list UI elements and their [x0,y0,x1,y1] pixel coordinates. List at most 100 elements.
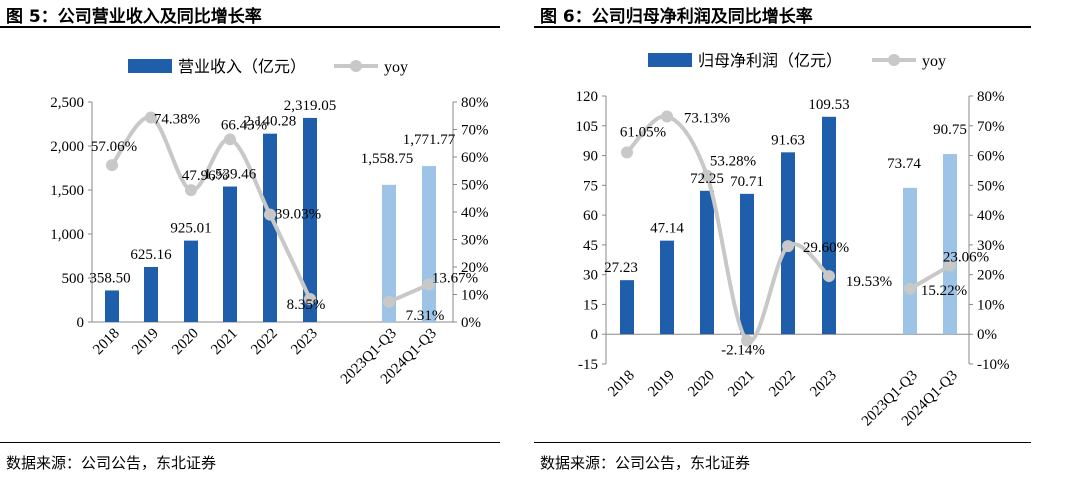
bar-value-label: 925.01 [170,221,211,237]
yoy-value-label: 73.13% [684,110,730,126]
figure-title: 图 5：公司营业收入及同比增长率 [6,7,262,27]
y-right-tick-label: 20% [977,268,1005,284]
source-rule [0,442,500,443]
y-left-tick-label: 105 [576,119,599,135]
y-left-tick-label: 90 [583,149,598,165]
y-left-tick-label: 30 [583,268,598,284]
y-right-tick-label: 60% [461,150,489,166]
yoy-point [701,169,713,182]
bar-value-label: 1,771.77 [403,132,456,148]
yoy-value-label: 7.31% [406,308,445,324]
yoy-point [304,293,316,306]
bar [144,266,158,322]
y-right-tick-label: 50% [977,178,1005,194]
yoy-point [944,259,956,272]
yoy-point [423,278,435,291]
y-right-tick-label: 50% [461,178,489,194]
yoy-value-label: 19.53% [846,274,892,290]
source-note: 数据来源：公司公告，东北证券 [6,454,217,472]
yoy-value-label: 15.22% [921,283,967,299]
yoy-value-label: 23.06% [943,250,989,266]
x-tick-label: 2021 [208,326,241,359]
y-right-tick-label: 30% [977,238,1005,254]
yoy-point [185,184,197,197]
yoy-point [823,270,835,283]
bar-value-label: 47.14 [650,221,684,237]
yoy-point [741,334,753,347]
yoy-value-label: 74.38% [154,111,200,127]
y-right-tick-label: 80% [977,89,1005,105]
chart-panel-net-profit: 图 6：公司归母净利润及同比增长率 -15 0 15 30 45 60 75 90 105 120… [534,0,1080,478]
title-rule [0,26,500,28]
y-right-tick-label: 10% [977,297,1005,313]
figure-title: 图 6：公司归母净利润及同比增长率 [540,7,813,27]
legend-line-marker [888,54,900,66]
y-left-tick-label: 500 [62,271,85,287]
y-right-tick-label: -10% [977,357,1010,373]
y-left-tick-label: 15 [583,297,598,313]
bar-value-label: 1,539.46 [204,167,257,183]
bar-value-label: 73.74 [887,156,921,172]
y-left-tick-label: 75 [583,178,598,194]
bar [903,187,917,335]
y-right-tick-label: 40% [977,208,1005,224]
y-right-tick-label: 0% [977,327,997,343]
bar-value-label: 1,558.75 [361,151,414,167]
y-left-tick-label: 2,500 [50,95,84,111]
yoy-point [782,240,794,253]
bar [822,116,836,335]
x-tick-label: 2020 [685,368,718,401]
legend-bar-label: 归母净利润（亿元） [698,52,842,70]
bar-value-label: 90.75 [933,122,967,138]
bar [303,117,317,322]
net-profit-chart: -15 0 15 30 45 60 75 90 105 120 -10% 0% 10% 20% 30% 40%… [576,52,1010,430]
legend-bar-label: 营业收入（亿元） [178,58,306,76]
y-left-tick-label: 0 [77,315,85,331]
yoy-value-label: 8.35% [287,297,326,313]
bar-value-label: 2,319.05 [284,98,337,114]
y-right-tick-label: 20% [461,260,489,276]
bar [223,186,237,322]
bar [943,154,957,335]
y-left-tick-label: 2,000 [50,139,84,155]
yoy-value-label: -2.14% [721,343,765,359]
y-left-tick-label: 0 [591,327,599,343]
bar [740,193,754,335]
bar-value-label: 27.23 [604,260,638,276]
legend-line-marker [350,60,362,72]
y-left-tick-label: 1,500 [50,183,84,199]
yoy-point [904,282,916,295]
yoy-point [106,159,118,172]
title-rule [534,26,1031,28]
chart-panel-revenue: 图 5：公司营业收入及同比增长率 0 500 1,000 1,500 2,000 2,50… [0,0,500,478]
yoy-value-label: 47.96% [182,168,228,184]
y-left-tick-label: 1,000 [50,227,84,243]
y-right-tick-label: 10% [461,288,489,304]
y-right-tick-label: 80% [461,95,489,111]
x-tick-label: 2019 [645,368,678,401]
yoy-point [224,133,236,146]
x-tick-label: 2022 [248,326,281,359]
y-left-tick-label: 45 [583,238,598,254]
yoy-point [264,208,276,221]
bar-value-label: 91.63 [771,132,805,148]
yoy-value-label: 66.43% [221,117,267,133]
source-rule [534,442,1031,443]
yoy-value-label: 13.67% [432,270,478,286]
bar [382,184,396,322]
yoy-line-quarterly [388,282,430,304]
yoy-value-label: 61.05% [620,124,666,140]
source-note: 数据来源：公司公告，东北证券 [540,454,751,472]
legend-bar-swatch [128,59,172,73]
x-tick-label: 2019 [129,326,162,359]
bar [660,240,674,335]
bar-value-label: 70.71 [730,174,764,190]
y-right-tick-label: 40% [461,205,489,221]
bar [105,290,119,322]
x-tick-label: 2022 [766,368,799,401]
x-tick-label: 2021 [725,368,758,401]
y-right-tick-label: 30% [461,233,489,249]
bar [184,240,198,322]
revenue-chart: 0 500 1,000 1,500 2,000 2,500 0% 10% 20% 30% 40% 50… [50,58,489,388]
bar [263,133,277,322]
